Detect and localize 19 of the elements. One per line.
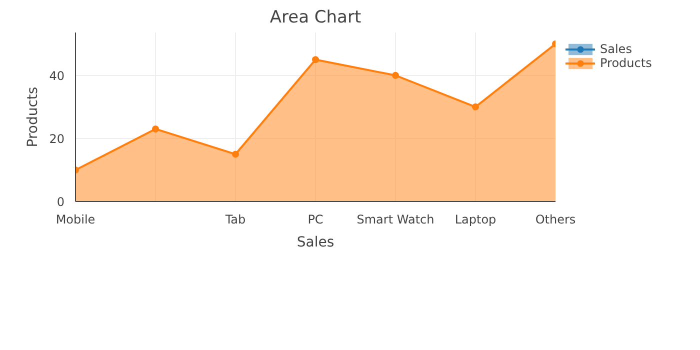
point — [312, 56, 319, 64]
x-tick-label: Mobile — [56, 212, 96, 226]
y-tick-label: 40 — [49, 68, 65, 83]
legend-label: Products — [600, 56, 652, 70]
x-tick-label: Laptop — [454, 212, 496, 226]
point — [152, 125, 159, 132]
legend-label: Sales — [600, 42, 632, 56]
y-axis-title: Products — [25, 86, 42, 148]
x-axis-title: Sales — [296, 234, 334, 250]
x-tick-label: PC — [308, 212, 324, 226]
x-tick-label: Smart Watch — [356, 212, 434, 226]
x-tick-label: Others — [535, 212, 576, 226]
y-tick-label: 0 — [56, 195, 65, 209]
point — [472, 103, 479, 110]
point — [232, 150, 239, 158]
x-tick-label: Tab — [224, 212, 246, 226]
point — [392, 72, 399, 79]
chart-title: Area Chart — [270, 8, 362, 28]
y-tick-label: 20 — [49, 132, 65, 146]
